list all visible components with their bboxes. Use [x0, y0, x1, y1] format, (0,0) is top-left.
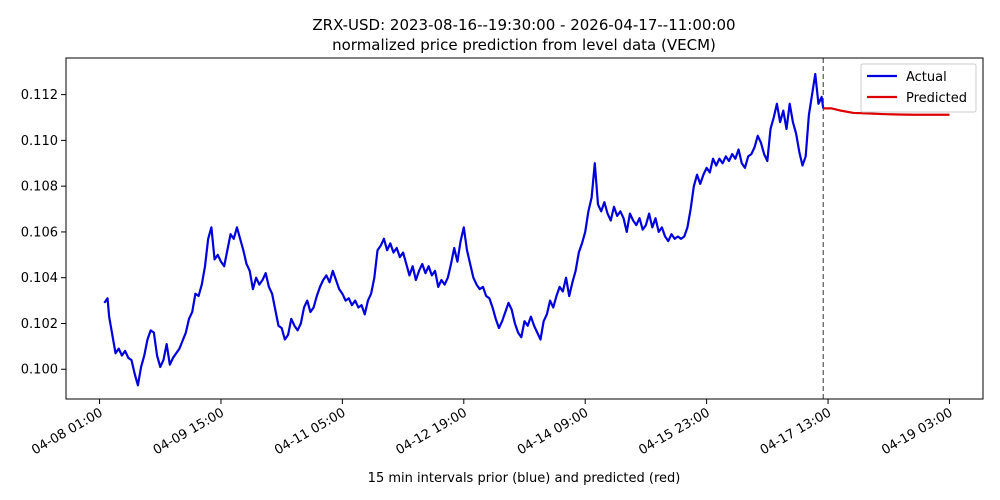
y-tick-label: 0.100 [21, 363, 58, 378]
legend-entry-actual: Actual [906, 70, 947, 85]
y-tick-label: 0.112 [21, 88, 58, 103]
chart-title: ZRX-USD: 2023-08-16--19:30:00 - 2026-04-… [312, 16, 735, 34]
y-tick-label: 0.108 [21, 180, 58, 195]
x-tick-label: 04-14 09:00 [515, 405, 591, 458]
x-tick-label: 04-12 19:00 [394, 405, 470, 458]
x-tick-label: 04-08 01:00 [29, 405, 105, 458]
plot-frame [65, 57, 984, 400]
y-tick-label: 0.102 [21, 317, 58, 332]
x-tick-label: 04-15 23:00 [636, 405, 712, 458]
x-tick-label: 04-09 15:00 [151, 405, 227, 458]
x-tick-label: 04-19 03:00 [879, 405, 955, 458]
series-line-predicted [823, 107, 950, 116]
legend-entry-predicted: Predicted [906, 91, 967, 106]
y-tick-label: 0.110 [21, 134, 58, 149]
chart-subtitle: normalized price prediction from level d… [332, 36, 716, 54]
x-tick-label: 04-17 13:00 [758, 405, 834, 458]
y-tick-label: 0.104 [21, 271, 58, 286]
x-tick-label: 04-11 05:00 [272, 405, 348, 458]
y-tick-label: 0.106 [21, 225, 58, 240]
y-axis: 0.100 0.102 0.104 0.106 0.108 0.110 0.112 [21, 88, 66, 378]
x-axis: 04-08 01:00 04-09 15:00 04-11 05:00 04-12 1… [29, 399, 955, 458]
legend: Actual Predicted [860, 63, 977, 113]
series-line-actual [103, 72, 825, 387]
x-axis-label: 15 min intervals prior (blue) and predic… [368, 471, 681, 486]
plot-lines [103, 58, 950, 399]
